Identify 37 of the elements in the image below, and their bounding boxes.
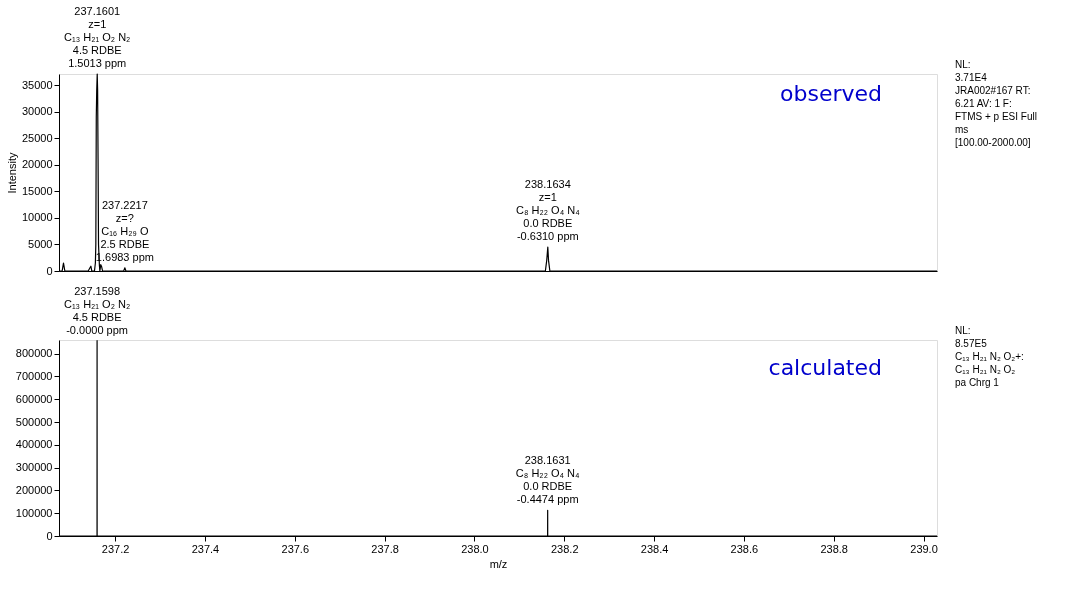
- x-tick-label: 237.2: [101, 542, 130, 555]
- y-tick-label: 700000: [15, 369, 53, 382]
- y-tick-label: 0: [46, 264, 53, 277]
- y-tick-label: 400000: [15, 438, 53, 451]
- x-tick-label: 238.4: [640, 542, 669, 555]
- x-axis-title: m/z: [489, 557, 508, 570]
- y-tick-label: 500000: [15, 415, 53, 428]
- y-tick-label: 20000: [21, 158, 53, 171]
- y-tick-label: 25000: [21, 131, 53, 144]
- y-tick-label: 600000: [15, 392, 53, 405]
- x-tick-label: 237.6: [281, 542, 310, 555]
- y-tick-label: 0: [46, 529, 53, 542]
- x-tick-label: 238.6: [730, 542, 759, 555]
- y-tick-label: 5000: [28, 237, 53, 250]
- x-tick-label: 238.0: [461, 542, 489, 555]
- y-tick-label: 800000: [15, 347, 53, 360]
- x-tick-label: 238.2: [550, 542, 579, 555]
- y-tick-label: 100000: [15, 506, 53, 519]
- annotation: 238.1631 C₈ H₂₂ O₄ N₄ 0.0 RDBE -0.4474 ppm: [515, 454, 580, 506]
- annotation: 237.1601 z=1 C₁₃ H₂₁ O₂ N₂ 4.5 RDBE 1.5013 ppm: [64, 5, 131, 69]
- x-tick-label: 237.4: [191, 542, 220, 555]
- y-axis-title: Intensity: [5, 152, 18, 194]
- annotation: 237.1598 C₁₃ H₂₁ O₂ N₂ 4.5 RDBE -0.0000 ppm: [63, 284, 131, 336]
- x-tick-label: 238.8: [820, 542, 848, 555]
- chart-title: observed: [780, 81, 882, 106]
- y-tick-label: 15000: [21, 184, 53, 197]
- text: NL: 3.71E4 JRA002#167 RT: 6.21 AV: 1 F: FTMS + p ESI Full ms [100.00-2000.00]: [955, 59, 1037, 148]
- x-tick-label: 237.8: [371, 542, 399, 555]
- y-tick-label: 30000: [21, 105, 53, 118]
- text: NL: 8.57E5 C₁₃ H₂₁ N₂ O₂+: C₁₃ H₂₁ N₂ O₂ pa Chrg 1: [955, 325, 1024, 388]
- y-tick-label: 300000: [15, 461, 53, 474]
- y-tick-label: 200000: [15, 483, 53, 496]
- text: calculated: [768, 355, 882, 380]
- y-tick-label: 10000: [21, 211, 53, 224]
- annotation: 238.1634 z=1 C₈ H₂₂ O₄ N₄ 0.0 RDBE -0.6310 ppm: [515, 178, 581, 243]
- y-tick-label: 35000: [21, 78, 53, 91]
- x-tick-label: 239.0: [910, 542, 938, 555]
